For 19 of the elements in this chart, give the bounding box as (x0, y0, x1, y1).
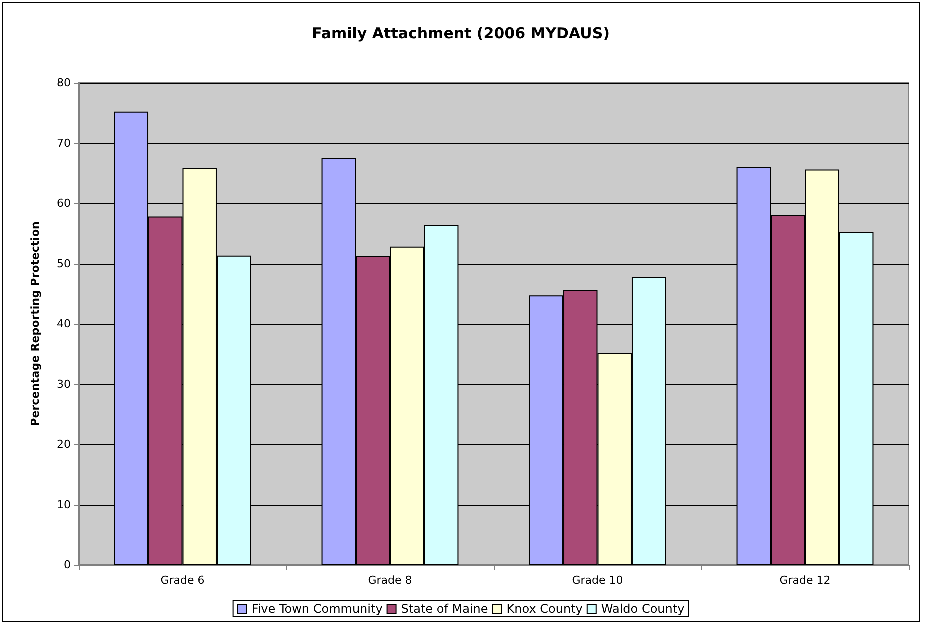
x-tick-label: Grade 12 (780, 574, 831, 587)
legend-label: Five Town Community (252, 602, 383, 616)
y-tick-label: 30 (57, 378, 71, 391)
y-tick-label: 0 (64, 558, 71, 572)
y-tick-label: 10 (57, 498, 71, 512)
y-tick-label: 70 (57, 136, 71, 150)
legend-label: Knox County (506, 602, 583, 616)
legend-label: Waldo County (601, 602, 685, 616)
y-tick-label: 40 (57, 318, 71, 330)
x-tick-label: Grade 6 (160, 574, 205, 587)
legend-label: State of Maine (401, 602, 488, 616)
y-tick-label: 50 (57, 257, 71, 270)
y-tick-label: 60 (57, 197, 71, 210)
x-tick-label: Grade 10 (572, 574, 624, 587)
chart-title: Family Attachment (2006 MYDAUS) (312, 24, 610, 42)
x-tick-label: Grade 8 (368, 574, 412, 587)
y-tick-label: 80 (57, 76, 71, 90)
y-axis-title: Percentage Reporting Protection (29, 222, 42, 426)
y-tick-label: 20 (57, 438, 71, 451)
